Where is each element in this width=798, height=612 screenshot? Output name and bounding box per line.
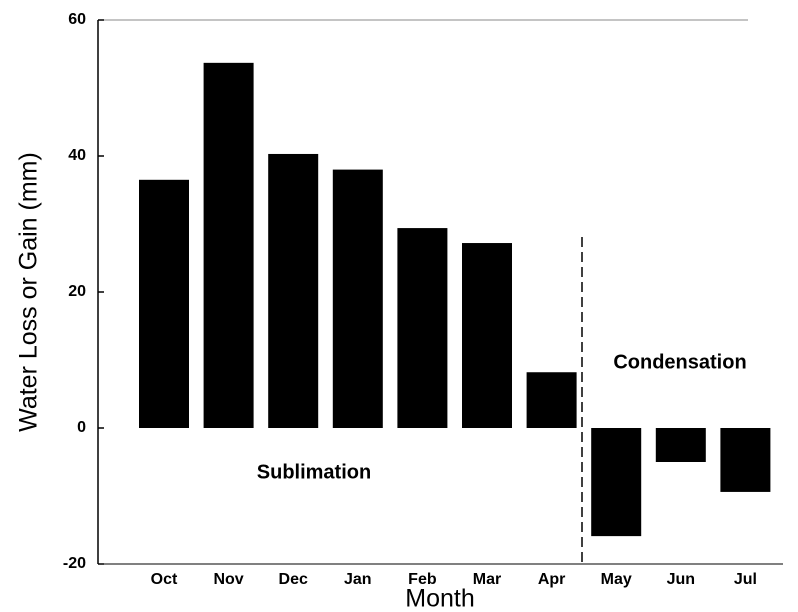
y-tick-label: 40 <box>68 147 86 164</box>
bar <box>720 428 771 492</box>
x-tick-label: Mar <box>473 571 501 588</box>
x-tick-label: Feb <box>408 571 437 588</box>
x-tick-label: Nov <box>213 571 243 588</box>
x-tick-label: Jan <box>344 571 372 588</box>
y-tick-label: 20 <box>68 283 86 300</box>
bar <box>139 179 189 428</box>
x-axis-title: Month <box>405 585 474 612</box>
bar <box>397 228 448 428</box>
bar <box>655 428 706 462</box>
bar <box>268 153 319 428</box>
bar <box>591 428 642 537</box>
x-tick-label: Apr <box>538 571 566 588</box>
bar <box>462 243 512 428</box>
x-tick-label: Dec <box>279 571 308 588</box>
x-tick-label: Jun <box>667 571 695 588</box>
bar <box>332 169 383 428</box>
y-axis-title: Water Loss or Gain (mm) <box>15 152 43 432</box>
x-tick-label: Jul <box>734 571 757 588</box>
y-tick-label: 60 <box>68 11 86 28</box>
annotation: Sublimation <box>257 461 371 483</box>
y-tick-label: -20 <box>63 555 86 572</box>
y-tick-label: 0 <box>77 419 86 436</box>
x-tick-label: May <box>601 571 632 588</box>
x-tick-label: Oct <box>151 571 178 588</box>
bar <box>203 62 254 429</box>
annotation: Condensation <box>613 351 746 373</box>
bar <box>526 372 577 428</box>
